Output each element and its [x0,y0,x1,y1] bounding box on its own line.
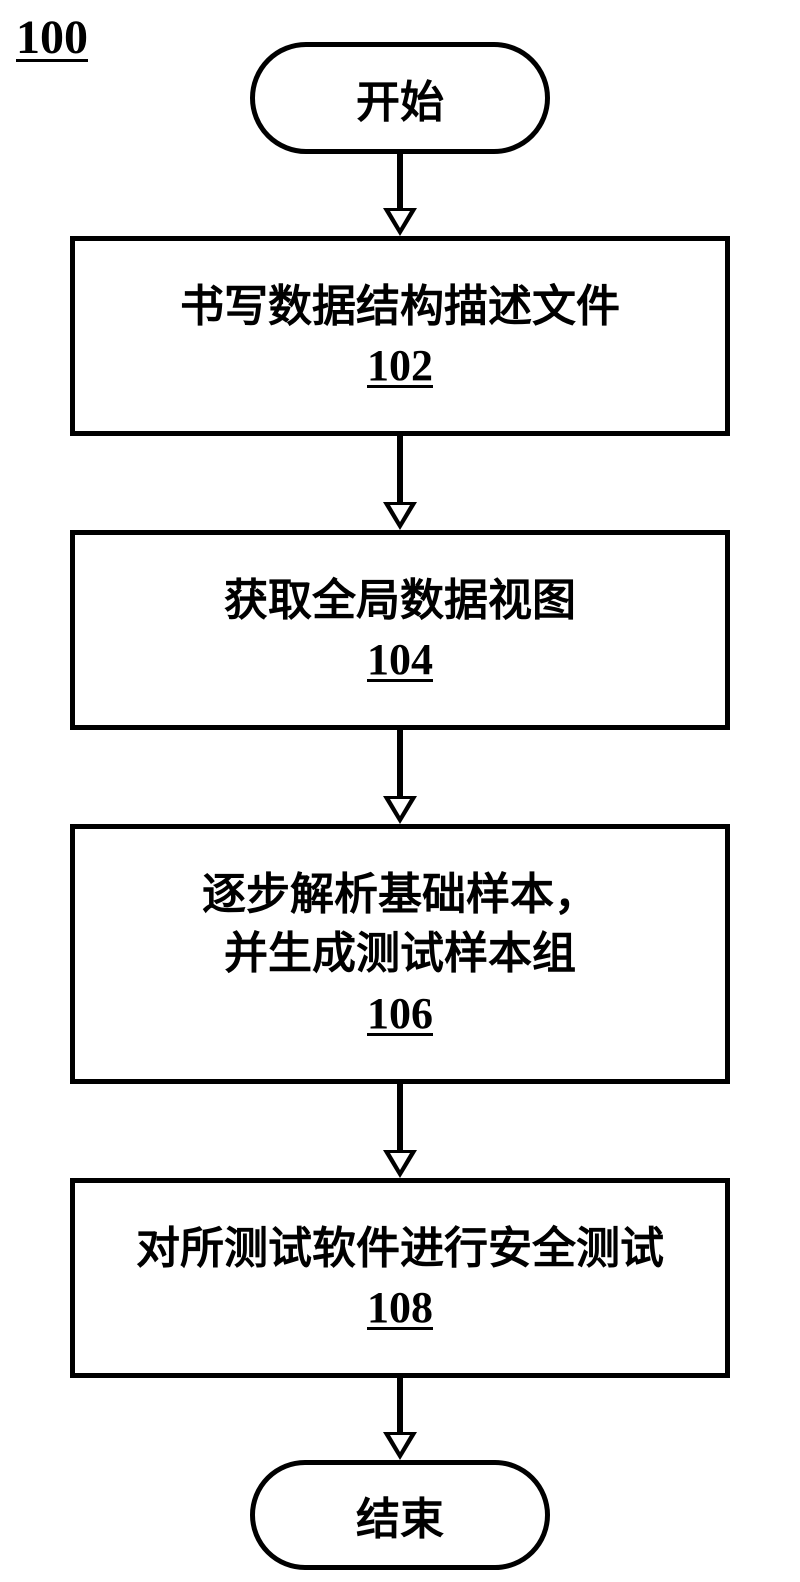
edge-106-108-head [383,1150,417,1178]
node-108-label: 对所测试软件进行安全测试 [136,1219,664,1278]
node-end: 结束 [250,1460,550,1570]
node-102: 书写数据结构描述文件 102 [70,236,730,436]
node-104: 获取全局数据视图 104 [70,530,730,730]
edge-104-106 [397,730,403,796]
node-102-label: 书写数据结构描述文件 [180,277,620,336]
node-104-label: 获取全局数据视图 [224,571,576,630]
node-106-number: 106 [367,984,433,1043]
edge-start-102-head [383,208,417,236]
node-106-label-line2: 并生成测试样本组 [224,924,576,983]
node-106-label-line1: 逐步解析基础样本， [202,865,598,924]
node-end-label: 结束 [356,1483,444,1547]
edge-108-end [397,1378,403,1432]
node-108: 对所测试软件进行安全测试 108 [70,1178,730,1378]
node-104-number: 104 [367,630,433,689]
edge-104-106-head [383,796,417,824]
node-102-number: 102 [367,336,433,395]
flowchart-canvas: 100 开始 书写数据结构描述文件 102 获取全局数据视图 104 逐步解析基… [0,0,800,1582]
edge-108-end-head [383,1432,417,1460]
node-106: 逐步解析基础样本， 并生成测试样本组 106 [70,824,730,1084]
node-108-number: 108 [367,1278,433,1337]
figure-label: 100 [16,10,88,65]
edge-106-108 [397,1084,403,1150]
node-start-label: 开始 [356,66,444,130]
edge-102-104-head [383,502,417,530]
edge-102-104 [397,436,403,502]
node-start: 开始 [250,42,550,154]
edge-start-102 [397,154,403,208]
